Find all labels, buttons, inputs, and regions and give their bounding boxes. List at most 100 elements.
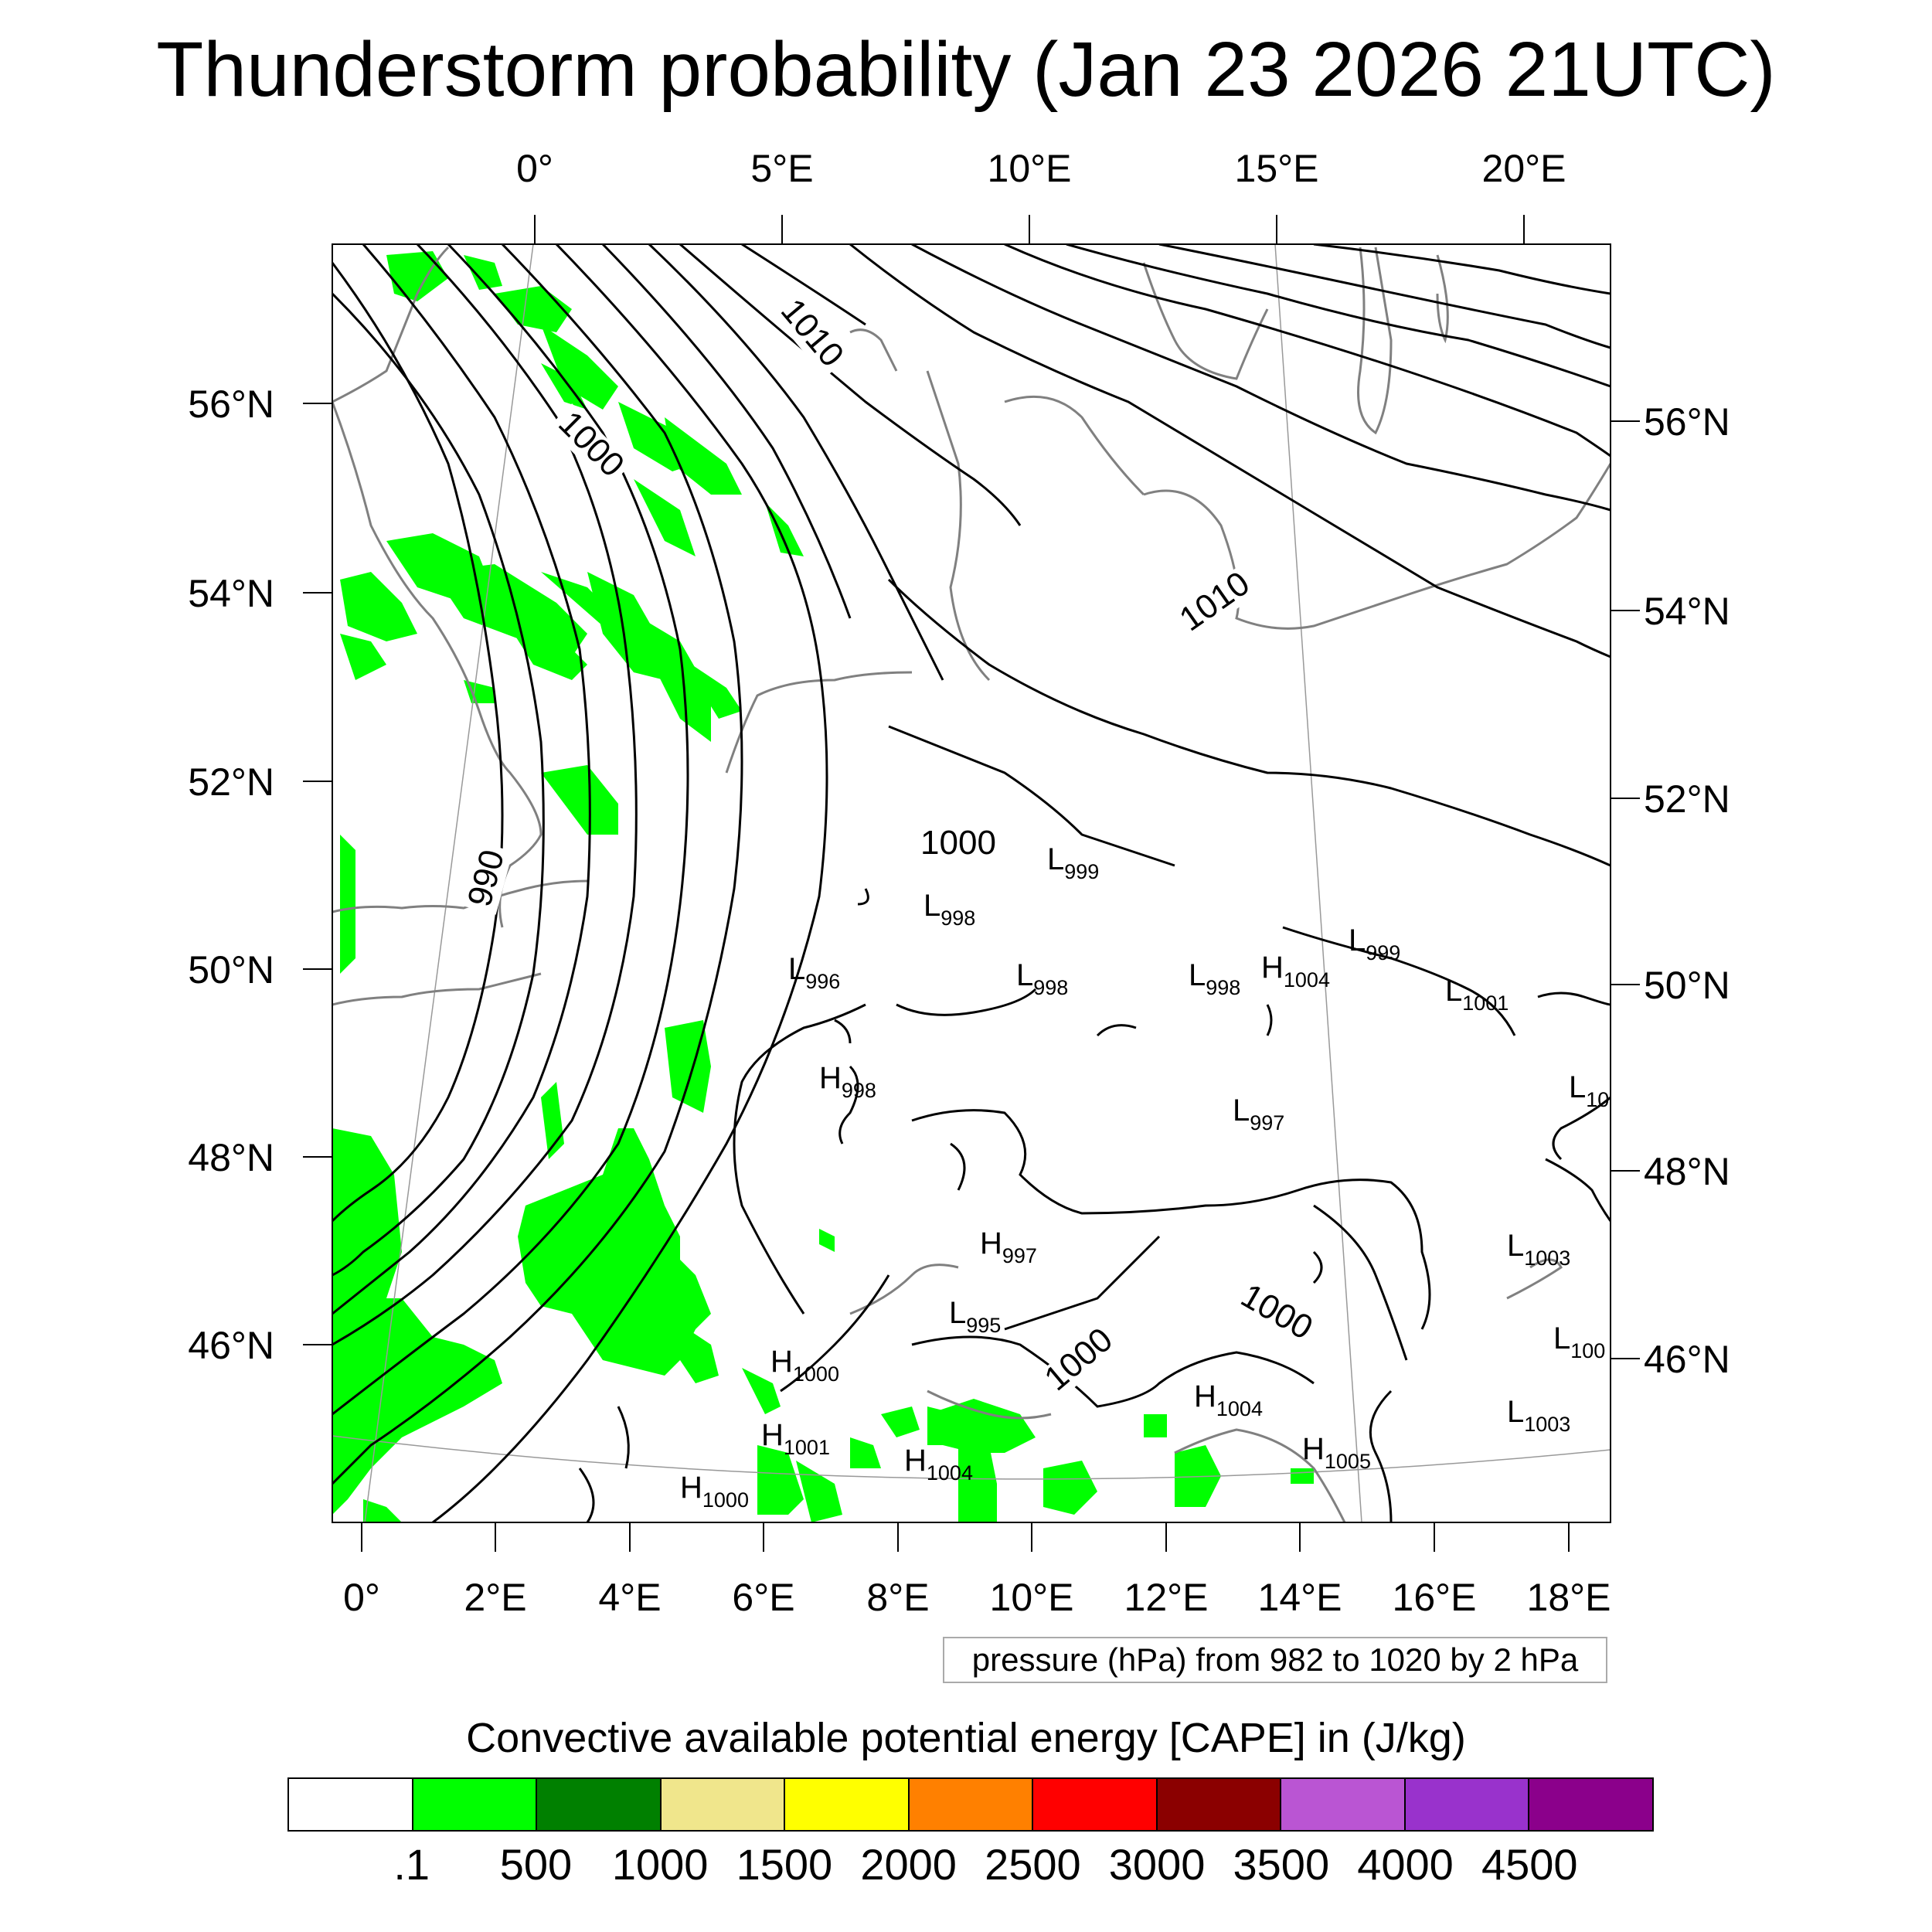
center-type: H xyxy=(904,1444,927,1478)
cape-area xyxy=(881,1406,920,1437)
isobars xyxy=(332,244,1611,1522)
colorbar-label: 3500 xyxy=(1233,1840,1330,1889)
high-pressure-label: H997 xyxy=(980,1226,1037,1267)
bottom-longitude-labels: 0° 2°E 4°E 6°E 8°E 10°E 12°E 14°E 16°E 18°E xyxy=(343,1576,1611,1619)
center-value: 997 xyxy=(1002,1244,1037,1267)
right-latitude-label: 48°N xyxy=(1644,1150,1730,1193)
low-pressure-label: L999 xyxy=(1047,842,1099,883)
center-value: 998 xyxy=(1206,976,1240,999)
center-type: L xyxy=(1233,1094,1250,1128)
center-value: 999 xyxy=(1366,941,1400,964)
svg-text:H1000: H1000 xyxy=(770,1345,839,1386)
colorbar-swatch xyxy=(1281,1779,1406,1830)
center-type: L xyxy=(1445,974,1462,1008)
svg-text:L998: L998 xyxy=(1016,958,1068,999)
bottom-longitude-label: 12°E xyxy=(1124,1576,1209,1619)
colorbar-swatch xyxy=(1033,1779,1158,1830)
center-type: L xyxy=(1189,958,1206,992)
cape-area xyxy=(665,1020,711,1113)
high-pressure-label: H1005 xyxy=(1302,1432,1371,1473)
low-pressure-label: L999 xyxy=(1349,923,1400,964)
left-latitude-labels: 56°N 54°N 52°N 50°N 48°N 46°N xyxy=(188,383,274,1367)
low-pressure-label: L998 xyxy=(1016,958,1068,999)
right-latitude-label: 54°N xyxy=(1644,590,1730,633)
colorbar-label: .1 xyxy=(393,1840,430,1889)
center-type: H xyxy=(1302,1432,1325,1466)
cape-area xyxy=(464,680,495,703)
isobar-label-background xyxy=(1171,564,1260,641)
cape-area xyxy=(541,765,618,835)
pressure-contour-note: pressure (hPa) from 982 to 1020 by 2 hPa xyxy=(943,1637,1607,1683)
cape-area xyxy=(850,1437,881,1468)
high-pressure-label: H998 xyxy=(819,1061,876,1102)
center-value: 1000 xyxy=(793,1362,839,1386)
center-type: L xyxy=(949,1296,966,1330)
center-type: H xyxy=(770,1345,793,1379)
isobar-label-background xyxy=(463,842,513,915)
svg-text:L998: L998 xyxy=(923,889,975,930)
bottom-longitude-label: 16°E xyxy=(1393,1576,1477,1619)
svg-text:H1004: H1004 xyxy=(904,1444,973,1485)
center-value: 998 xyxy=(940,906,975,930)
top-longitude-label: 5°E xyxy=(750,147,813,190)
cape-area xyxy=(1175,1445,1221,1507)
center-value: 1003 xyxy=(1524,1247,1570,1270)
graticule xyxy=(332,244,1611,1522)
center-type: L xyxy=(1016,958,1033,992)
cape-area xyxy=(819,1229,835,1252)
center-value: 1001 xyxy=(784,1436,830,1459)
center-type: L xyxy=(1553,1321,1570,1355)
high-pressure-label: H1000 xyxy=(680,1471,749,1512)
svg-text:L1001: L1001 xyxy=(1445,974,1509,1015)
right-latitude-label: 46°N xyxy=(1644,1338,1730,1381)
center-type: H xyxy=(980,1226,1002,1260)
left-latitude-label: 46°N xyxy=(188,1324,274,1367)
colorbar-label: 4500 xyxy=(1481,1840,1578,1889)
center-value: 998 xyxy=(1033,976,1068,999)
high-pressure-label: H1000 xyxy=(770,1345,839,1386)
center-value: 1001 xyxy=(1462,992,1509,1015)
svg-text:L995: L995 xyxy=(949,1296,1001,1337)
center-value: 1005 xyxy=(1325,1450,1371,1473)
center-type: L xyxy=(923,889,940,923)
coastlines xyxy=(332,246,1611,1522)
svg-text:H1000: H1000 xyxy=(680,1471,749,1512)
cape-area xyxy=(332,1128,402,1321)
cape-area xyxy=(757,1445,804,1515)
center-value: 1004 xyxy=(927,1461,973,1485)
isobar-label: 1000 xyxy=(920,824,996,862)
svg-text:L996: L996 xyxy=(788,952,840,993)
bottom-longitude-label: 8°E xyxy=(866,1576,929,1619)
cape-area xyxy=(363,1499,402,1522)
center-value: 1003 xyxy=(1524,1413,1570,1436)
cape-area xyxy=(641,618,711,742)
left-latitude-label: 56°N xyxy=(188,383,274,426)
high-pressure-label: H1004 xyxy=(1194,1379,1263,1420)
high-pressure-label: H1001 xyxy=(761,1418,830,1459)
cape-area xyxy=(958,1499,974,1522)
cape-area xyxy=(518,1128,696,1376)
bottom-longitude-label: 14°E xyxy=(1258,1576,1342,1619)
colorbar-swatch xyxy=(1157,1779,1282,1830)
low-pressure-label: L1001 xyxy=(1445,974,1509,1015)
colorbar-label: 1000 xyxy=(611,1840,709,1889)
cape-area xyxy=(1144,1414,1167,1437)
svg-text:L100: L100 xyxy=(1553,1321,1605,1362)
low-pressure-label: L998 xyxy=(1189,958,1240,999)
colorbar-label: 500 xyxy=(499,1840,573,1889)
low-pressure-label: L996 xyxy=(788,952,840,993)
svg-text:H1005: H1005 xyxy=(1302,1432,1371,1473)
colorbar-swatch xyxy=(537,1779,662,1830)
isobar-label-background xyxy=(770,291,852,378)
isobar-label-background xyxy=(1230,1277,1321,1350)
colorbar-label: 3000 xyxy=(1108,1840,1206,1889)
center-type: L xyxy=(1569,1070,1586,1104)
low-pressure-label: L995 xyxy=(949,1296,1001,1337)
high-pressure-label: H1004 xyxy=(1261,951,1330,992)
low-pressure-label: L997 xyxy=(1233,1094,1284,1134)
low-pressure-label: L10 xyxy=(1569,1070,1609,1111)
bottom-longitude-label: 0° xyxy=(343,1576,380,1619)
cape-area xyxy=(464,255,502,290)
bottom-longitude-label: 4°E xyxy=(598,1576,661,1619)
